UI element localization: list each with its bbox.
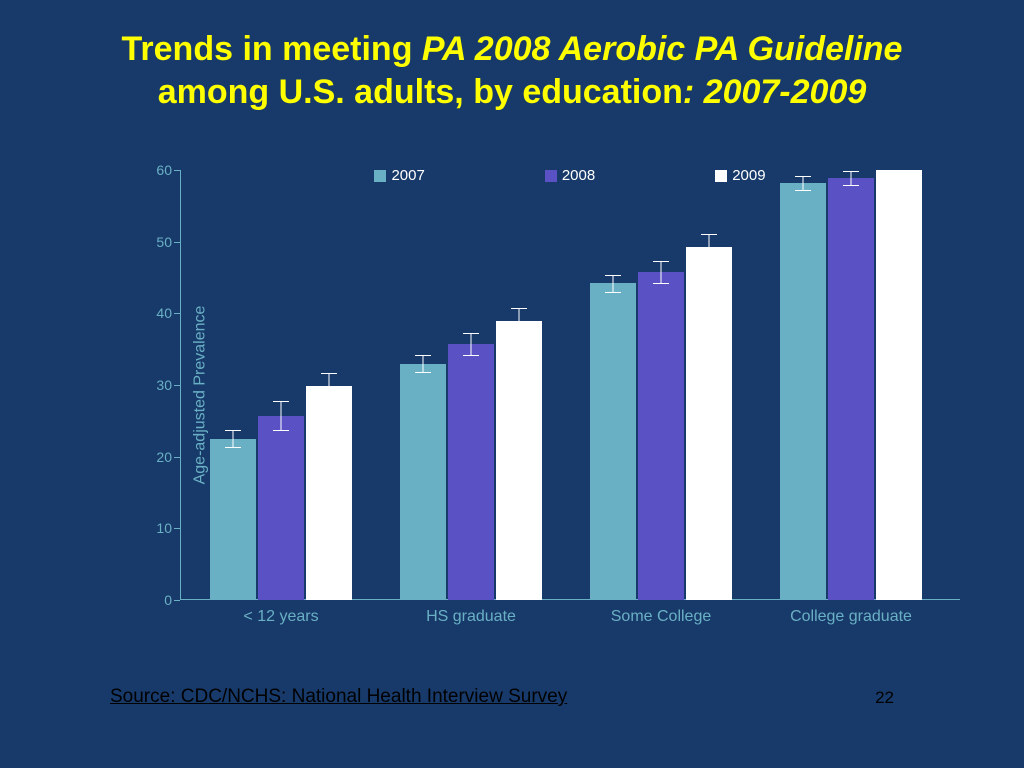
error-bar-cap [605, 292, 621, 293]
error-bar-cap [795, 176, 811, 177]
error-bar [661, 261, 662, 283]
y-tick-label: 40 [156, 305, 172, 321]
error-bar-cap [225, 430, 241, 431]
error-bar-cap [273, 401, 289, 402]
error-bar-cap [321, 399, 337, 400]
y-tick-mark [174, 385, 180, 386]
x-tick-label: College graduate [790, 608, 912, 626]
bar [638, 272, 684, 600]
error-bar [329, 373, 330, 399]
error-bar-cap [653, 261, 669, 262]
error-bar [803, 176, 804, 190]
error-bar-cap [463, 333, 479, 334]
error-bar [471, 333, 472, 355]
error-bar-cap [511, 308, 527, 309]
y-tick-label: 10 [156, 520, 172, 536]
bar [400, 364, 446, 601]
error-bar-cap [511, 333, 527, 334]
error-bar-cap [225, 447, 241, 448]
bar [828, 178, 874, 600]
title-part2: PA 2008 Aerobic PA Guideline [422, 30, 903, 68]
y-tick-label: 60 [156, 162, 172, 178]
bar [210, 439, 256, 600]
y-tick-label: 20 [156, 449, 172, 465]
legend-swatch-icon [715, 170, 727, 182]
bar [686, 247, 732, 600]
page-number: 22 [875, 688, 894, 708]
bar [496, 321, 542, 601]
error-bar [519, 308, 520, 334]
error-bar-cap [843, 185, 859, 186]
bar [306, 386, 352, 600]
error-bar [709, 234, 710, 260]
plot-area: 2007 2008 2009 0102030405060< 12 yearsHS… [180, 170, 960, 600]
y-tick-mark [174, 313, 180, 314]
error-bar [233, 430, 234, 447]
y-tick-label: 0 [164, 592, 172, 608]
error-bar-cap [653, 283, 669, 284]
y-tick-mark [174, 242, 180, 243]
x-tick-label: < 12 years [243, 608, 318, 626]
y-axis-line [180, 170, 181, 600]
bar [448, 344, 494, 600]
y-tick-label: 30 [156, 377, 172, 393]
error-bar-cap [273, 430, 289, 431]
legend-swatch-icon [374, 170, 386, 182]
bar [780, 183, 826, 600]
legend-item-2009: 2009 [715, 167, 765, 184]
y-tick-label: 50 [156, 234, 172, 250]
x-tick-label: HS graduate [426, 608, 516, 626]
legend-item-2007: 2007 [374, 167, 424, 184]
title-part3: among U.S. adults, by education [158, 73, 683, 111]
x-tick-label: Some College [611, 608, 712, 626]
error-bar-cap [415, 372, 431, 373]
error-bar-cap [463, 355, 479, 356]
legend-swatch-icon [545, 170, 557, 182]
y-tick-mark [174, 170, 180, 171]
error-bar-cap [321, 373, 337, 374]
title-part4: : 2007-2009 [683, 73, 866, 111]
chart-container: Age-adjusted Prevalence 2007 2008 2009 0… [110, 160, 960, 630]
y-tick-mark [174, 528, 180, 529]
error-bar [281, 401, 282, 430]
legend-item-2008: 2008 [545, 167, 595, 184]
bar [590, 283, 636, 600]
error-bar-cap [701, 234, 717, 235]
error-bar-cap [843, 171, 859, 172]
source-citation: Source: CDC/NCHS: National Health Interv… [110, 686, 567, 708]
bar [876, 170, 922, 600]
error-bar-cap [415, 355, 431, 356]
slide-title: Trends in meeting PA 2008 Aerobic PA Gui… [0, 28, 1024, 113]
y-tick-mark [174, 600, 180, 601]
title-part1: Trends in meeting [122, 30, 422, 68]
error-bar [423, 355, 424, 372]
error-bar-cap [795, 190, 811, 191]
error-bar-cap [701, 260, 717, 261]
y-tick-mark [174, 457, 180, 458]
error-bar-cap [605, 275, 621, 276]
error-bar [613, 275, 614, 292]
error-bar [851, 171, 852, 185]
bar [258, 416, 304, 600]
